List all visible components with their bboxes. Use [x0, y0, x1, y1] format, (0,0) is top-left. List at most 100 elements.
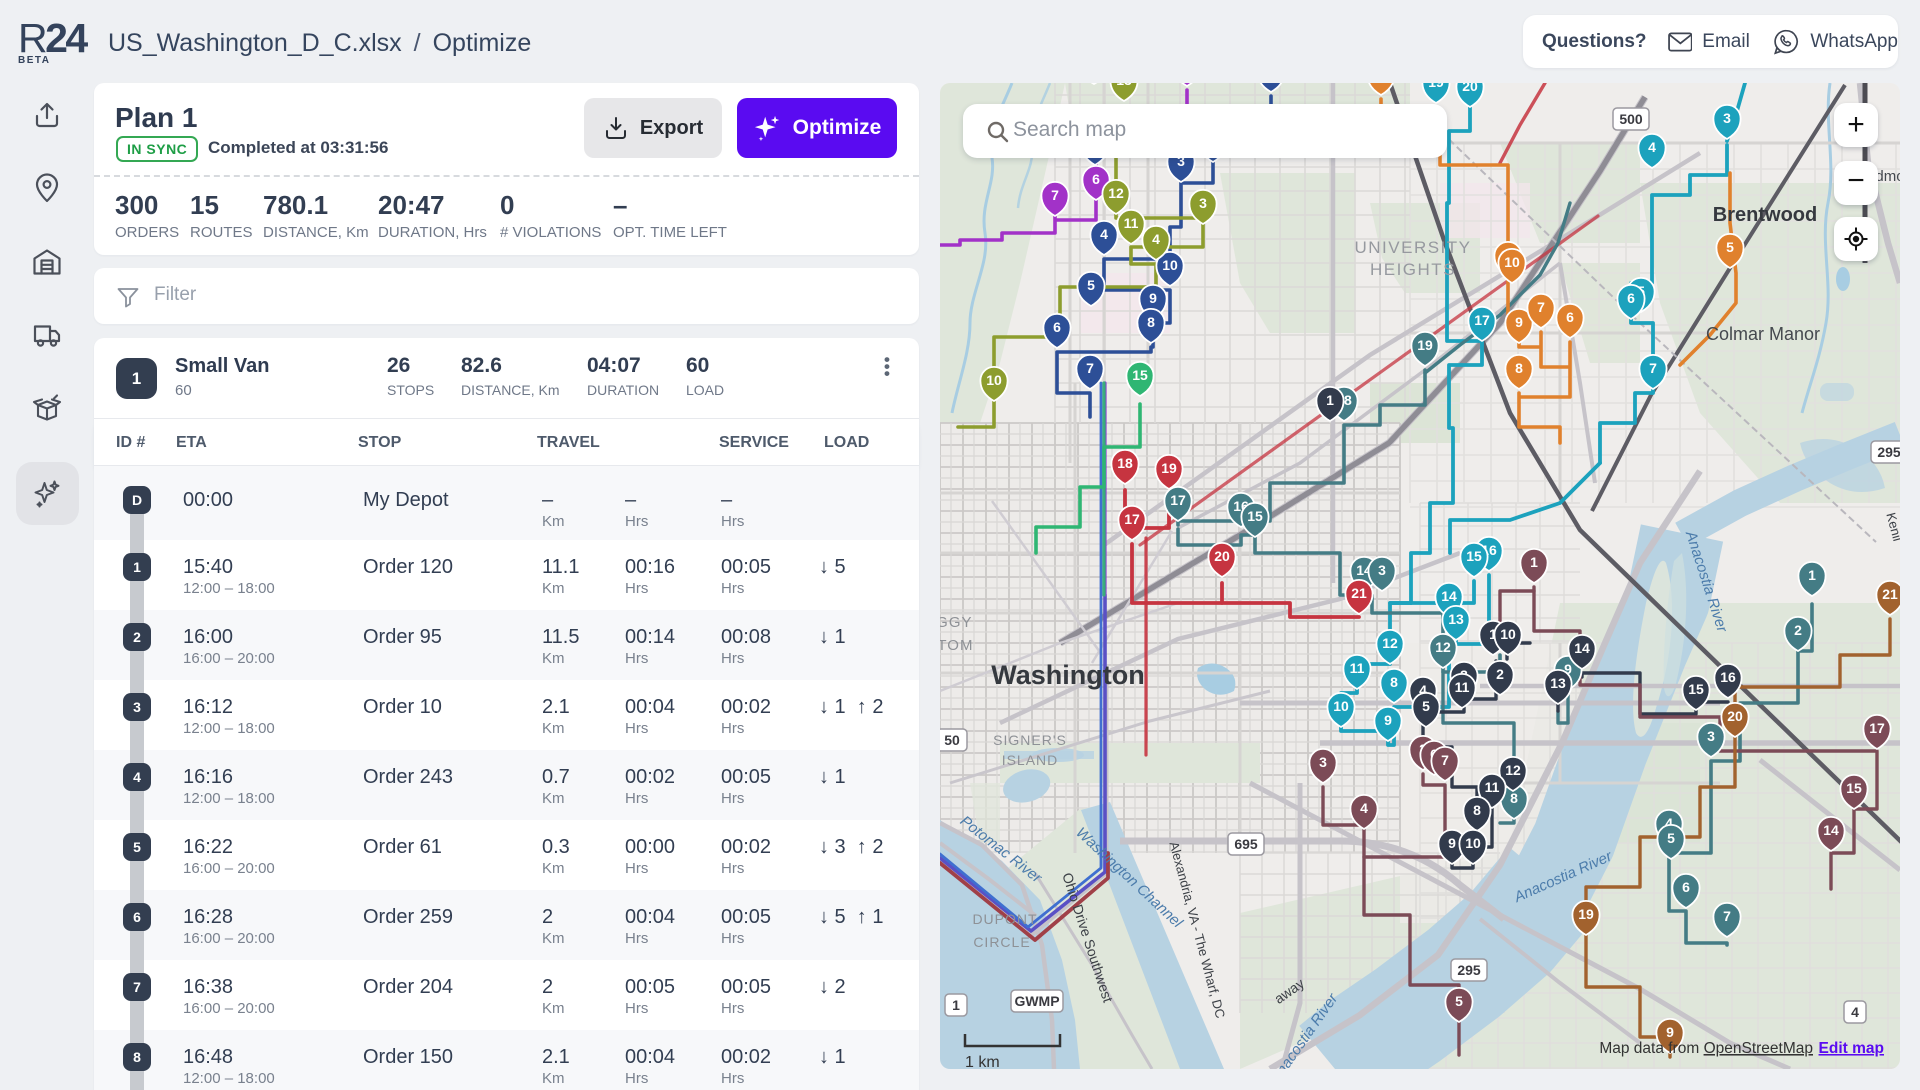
svg-text:4: 4 — [1851, 1004, 1859, 1020]
svg-text:9: 9 — [1448, 835, 1456, 851]
svg-text:13: 13 — [1550, 675, 1566, 691]
svg-text:9: 9 — [1666, 1024, 1674, 1040]
svg-text:15: 15 — [1846, 780, 1862, 796]
svg-text:3: 3 — [1199, 195, 1207, 211]
svg-text:10: 10 — [1465, 835, 1481, 851]
svg-text:SIGNER'S: SIGNER'S — [993, 732, 1067, 748]
svg-text:13: 13 — [1116, 83, 1132, 88]
svg-text:4: 4 — [1648, 139, 1656, 155]
svg-text:20: 20 — [1214, 548, 1230, 564]
svg-text:Edit map: Edit map — [1819, 1040, 1884, 1057]
svg-text:10: 10 — [1333, 698, 1349, 714]
svg-text:2: 2 — [1496, 666, 1504, 682]
svg-text:Colmar Manor: Colmar Manor — [1706, 324, 1820, 344]
svg-text:7: 7 — [1649, 360, 1657, 376]
svg-text:12: 12 — [1435, 639, 1451, 655]
svg-text:1 km: 1 km — [965, 1054, 1000, 1069]
svg-text:11: 11 — [1350, 660, 1365, 676]
svg-text:6: 6 — [1566, 309, 1574, 325]
svg-text:18: 18 — [1117, 455, 1133, 471]
svg-text:3: 3 — [1723, 110, 1731, 126]
svg-text:3: 3 — [1319, 754, 1327, 770]
svg-text:21: 21 — [1351, 585, 1367, 601]
svg-text:15: 15 — [1466, 548, 1482, 564]
svg-text:CIRCLE: CIRCLE — [973, 934, 1030, 950]
svg-text:19: 19 — [1161, 460, 1177, 476]
svg-text:14: 14 — [1574, 640, 1590, 656]
svg-text:19: 19 — [1428, 83, 1444, 90]
svg-text:8: 8 — [1515, 360, 1523, 376]
svg-text:3: 3 — [1177, 153, 1185, 169]
svg-text:12: 12 — [1108, 185, 1124, 201]
svg-text:5: 5 — [1667, 830, 1675, 846]
svg-text:9: 9 — [1149, 290, 1157, 306]
svg-text:9: 9 — [1564, 661, 1572, 677]
svg-text:11: 11 — [1485, 779, 1500, 795]
svg-text:4: 4 — [1152, 231, 1160, 247]
svg-text:3: 3 — [1378, 562, 1386, 578]
svg-text:50: 50 — [944, 732, 960, 748]
svg-text:5: 5 — [1455, 993, 1463, 1009]
svg-text:14: 14 — [1823, 822, 1839, 838]
svg-text:OTTOM: OTTOM — [940, 637, 973, 654]
svg-text:295: 295 — [1457, 962, 1481, 978]
svg-text:9: 9 — [1384, 712, 1392, 728]
svg-text:4: 4 — [1419, 682, 1427, 698]
svg-text:21: 21 — [1882, 586, 1898, 602]
svg-text:4: 4 — [1665, 815, 1673, 831]
svg-text:Map data from OpenStreetMap: Map data from OpenStreetMap — [1599, 1040, 1813, 1057]
svg-text:295: 295 — [1877, 444, 1900, 460]
svg-text:9: 9 — [1515, 314, 1523, 330]
svg-text:5: 5 — [1726, 239, 1734, 255]
svg-text:DUPONT: DUPONT — [972, 911, 1037, 927]
svg-text:6: 6 — [1682, 879, 1690, 895]
svg-text:3: 3 — [1707, 728, 1715, 744]
svg-text:10: 10 — [986, 372, 1002, 388]
svg-text:15: 15 — [1247, 508, 1263, 524]
svg-text:5: 5 — [1422, 698, 1430, 714]
svg-text:15: 15 — [1688, 681, 1704, 697]
svg-text:UNIVERSITY: UNIVERSITY — [1354, 238, 1471, 257]
svg-text:Washington: Washington — [991, 660, 1144, 690]
svg-text:Brentwood: Brentwood — [1713, 204, 1817, 226]
svg-text:11: 11 — [1124, 215, 1139, 231]
svg-text:1: 1 — [1326, 392, 1334, 408]
svg-text:6: 6 — [1092, 171, 1100, 187]
svg-text:11: 11 — [1455, 679, 1470, 695]
svg-text:20: 20 — [1727, 708, 1743, 724]
svg-text:10: 10 — [1162, 257, 1178, 273]
svg-text:19: 19 — [1417, 337, 1433, 353]
svg-text:10: 10 — [1500, 626, 1516, 642]
svg-text:1: 1 — [1530, 554, 1538, 570]
svg-text:4: 4 — [1100, 226, 1108, 242]
svg-text:20: 20 — [1462, 83, 1478, 94]
svg-text:8: 8 — [1510, 790, 1518, 806]
svg-text:14: 14 — [1441, 588, 1457, 604]
svg-text:17: 17 — [1869, 720, 1885, 736]
svg-text:17: 17 — [1474, 312, 1490, 328]
svg-text:16: 16 — [1720, 669, 1736, 685]
svg-text:8: 8 — [1473, 802, 1481, 818]
svg-text:ISLAND: ISLAND — [1002, 752, 1059, 768]
svg-text:19: 19 — [1578, 906, 1594, 922]
svg-text:17: 17 — [1170, 492, 1186, 508]
svg-text:6: 6 — [1627, 290, 1635, 306]
svg-text:8: 8 — [1390, 674, 1398, 690]
svg-text:7: 7 — [1086, 360, 1094, 376]
svg-text:OGGY: OGGY — [940, 614, 973, 631]
svg-text:17: 17 — [1124, 511, 1140, 527]
svg-text:7: 7 — [1441, 752, 1449, 768]
svg-text:7: 7 — [1537, 299, 1545, 315]
svg-text:8: 8 — [1147, 314, 1155, 330]
svg-text:GWMP: GWMP — [1014, 993, 1059, 1009]
svg-text:15: 15 — [1132, 367, 1148, 383]
svg-text:500: 500 — [1619, 111, 1643, 127]
svg-text:12: 12 — [1382, 635, 1398, 651]
svg-text:1: 1 — [1808, 567, 1816, 583]
svg-text:2: 2 — [1794, 622, 1802, 638]
svg-text:5: 5 — [1087, 277, 1095, 293]
svg-text:6: 6 — [1053, 319, 1061, 335]
svg-text:10: 10 — [1504, 254, 1520, 270]
svg-text:12: 12 — [1505, 762, 1521, 778]
svg-text:1: 1 — [1489, 626, 1497, 642]
